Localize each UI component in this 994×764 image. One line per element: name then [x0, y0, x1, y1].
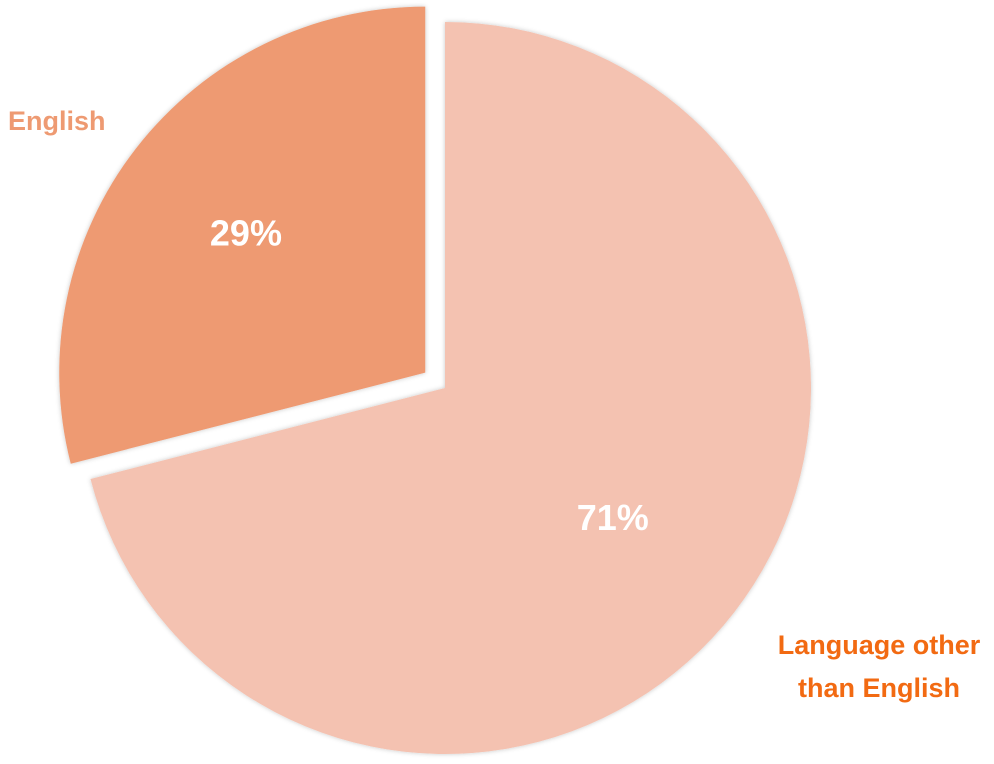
category-label-english: English [8, 106, 106, 136]
category-label-other-language: Language other [778, 630, 981, 660]
value-label-english: 29% [210, 213, 282, 254]
pie-slice-english [59, 6, 426, 464]
value-label-other-language: 71% [577, 497, 649, 538]
pie-slices [59, 6, 812, 754]
pie-slice-other-language [90, 22, 812, 754]
category-label-other-language-line2: than English [798, 673, 960, 703]
value-labels: 71% 29% [210, 213, 649, 539]
